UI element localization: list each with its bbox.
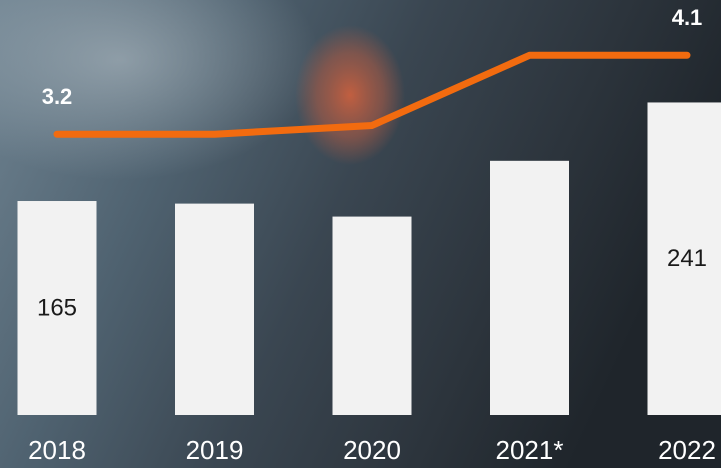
bar-value-label: 165 [37,294,77,321]
background-blob [295,25,405,165]
bar [490,160,569,415]
bar [332,216,412,415]
bar [17,201,97,415]
bar [647,102,721,415]
line [53,51,691,138]
x-tick-label: 2018 [28,435,86,465]
line-value-label: 4.1 [672,5,703,30]
x-tick-label: 2021* [496,435,564,465]
x-tick-label: 2019 [186,435,244,465]
bar [175,203,254,415]
bar-value-label: 241 [667,245,707,272]
x-tick-label: 2022 [658,435,716,465]
line-value-label: 3.2 [42,84,73,109]
x-tick-label: 2020 [343,435,401,465]
